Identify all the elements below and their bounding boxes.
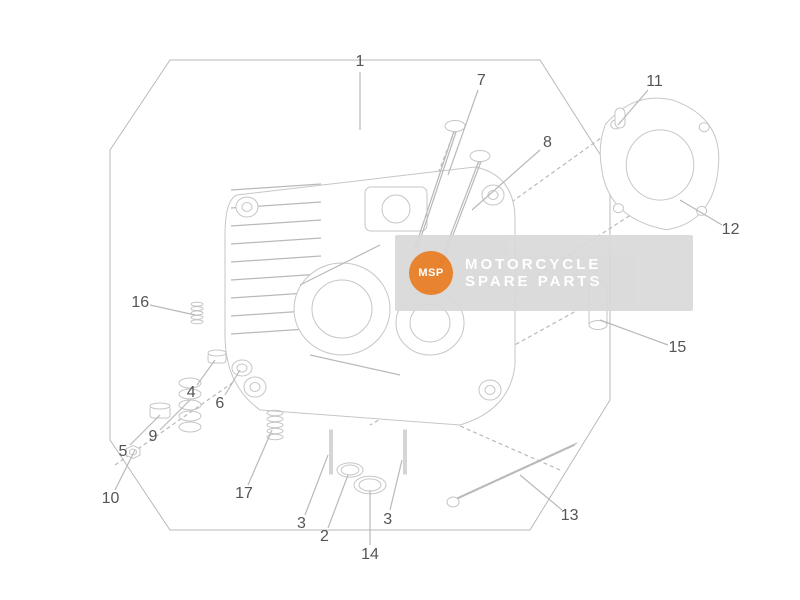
callout-13: 13 xyxy=(561,507,579,525)
callout-5: 5 xyxy=(118,443,127,461)
diagram-stage: MSP MOTORCYCLE SPARE PARTS 1781112151314… xyxy=(0,0,800,600)
callout-17: 17 xyxy=(235,485,253,503)
diagram-svg xyxy=(0,0,800,600)
callout-2: 2 xyxy=(320,528,329,546)
callout-10: 10 xyxy=(102,490,120,508)
callout-15: 15 xyxy=(668,339,686,357)
callout-12: 12 xyxy=(722,221,740,239)
callout-4: 4 xyxy=(187,384,196,402)
callout-6: 6 xyxy=(215,395,224,413)
callout-9: 9 xyxy=(148,428,157,446)
callout-7: 7 xyxy=(477,72,486,90)
callout-3b: 3 xyxy=(383,511,392,529)
callout-8: 8 xyxy=(543,134,552,152)
callout-3a: 3 xyxy=(297,515,306,533)
callout-16: 16 xyxy=(131,294,149,312)
callout-1: 1 xyxy=(356,53,365,71)
callout-14: 14 xyxy=(361,546,379,564)
callout-11: 11 xyxy=(646,73,663,91)
